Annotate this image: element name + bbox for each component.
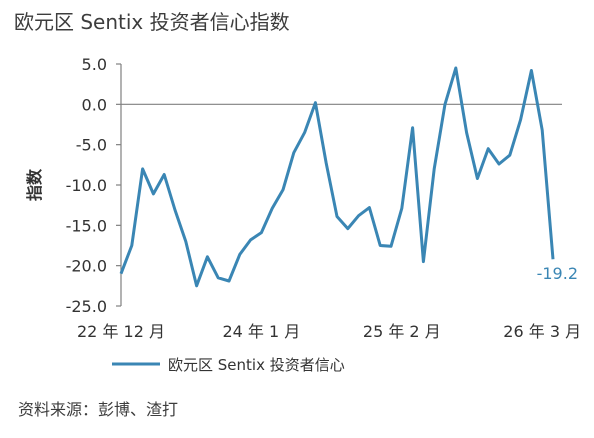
x-tick-label: 26 年 3 月 xyxy=(503,322,581,341)
legend-label: 欧元区 Sentix 投资者信心 xyxy=(168,356,345,374)
y-tick-label: -15.0 xyxy=(66,216,107,235)
series-line xyxy=(119,66,555,288)
y-tick-label: -5.0 xyxy=(76,136,107,155)
y-tick-label: -10.0 xyxy=(66,176,107,195)
y-tick-label: 0.0 xyxy=(82,95,107,114)
x-tick-label: 24 年 1 月 xyxy=(222,322,300,341)
x-tick-label: 25 年 2 月 xyxy=(363,322,441,341)
x-tick-label: 22 年 12 月 xyxy=(77,322,165,341)
y-axis: 5.0 0.0 -5.0 -10.0 -15.0 -20.0 -25.0 xyxy=(66,55,122,316)
x-axis: 22 年 12 月 24 年 1 月 25 年 2 月 26 年 3 月 xyxy=(77,103,581,341)
y-axis-label: 指数 xyxy=(25,168,44,201)
last-value-label: -19.2 xyxy=(537,264,578,283)
y-tick-label: 5.0 xyxy=(82,55,107,74)
y-tick-label: -20.0 xyxy=(66,257,107,276)
chart-title: 欧元区 Sentix 投资者信心指数 xyxy=(14,10,290,34)
source-note: 资料来源：彭博、渣打 xyxy=(18,400,179,419)
y-tick-label: -25.0 xyxy=(66,297,107,316)
legend: 欧元区 Sentix 投资者信心 xyxy=(112,356,345,374)
